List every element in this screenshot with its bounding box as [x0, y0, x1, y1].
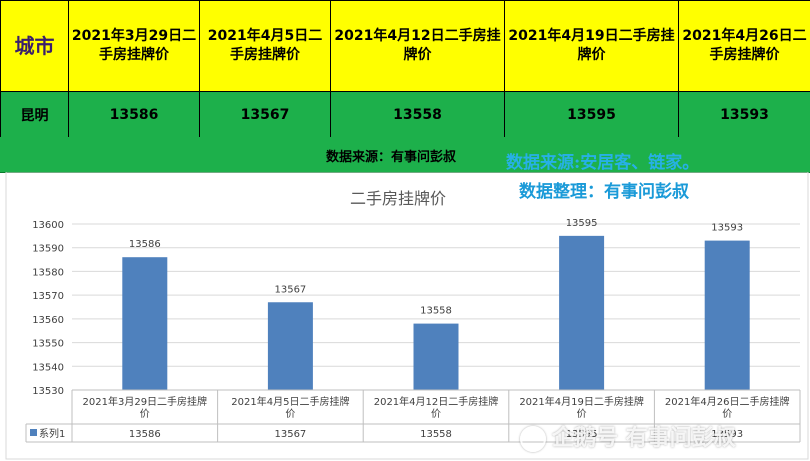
watermark: 企鹅号 有事问彭叔	[520, 420, 736, 452]
bar	[413, 323, 459, 390]
table-value: 13567	[274, 429, 306, 440]
city-cell: 昆明	[0, 91, 69, 138]
y-tick-label: 13560	[32, 315, 64, 326]
bar	[704, 240, 750, 390]
overlay-source-line: 数据来源:安居客、链家。	[506, 153, 700, 173]
y-tick-label: 13580	[32, 267, 64, 278]
table-value: 13558	[420, 429, 452, 440]
y-tick-label: 13540	[32, 362, 64, 373]
value-cell: 13558	[330, 91, 505, 138]
header-row: 城市 2021年3月29日二手房挂牌价 2021年4月5日二手房挂牌价 2021…	[0, 0, 810, 92]
column-header: 2021年4月12日二手房挂牌价	[330, 0, 505, 92]
bar	[267, 302, 313, 390]
value-cell: 13595	[504, 91, 679, 138]
x-tick-label: 2021年3月29日二手房挂牌价	[83, 395, 208, 420]
y-tick-label: 13600	[32, 220, 64, 231]
overlay-organizer-line: 数据整理：有事问彭叔	[519, 182, 689, 202]
bar	[559, 235, 605, 390]
y-tick-label: 13550	[32, 339, 64, 350]
data-label: 13558	[420, 306, 452, 317]
column-header: 2021年4月5日二手房挂牌价	[199, 0, 331, 92]
bar-chart: 13530 13540 13550 13560 13570 13580 13590 13600…	[5, 172, 809, 460]
chart-area	[5, 172, 809, 460]
table-value: 13586	[129, 429, 161, 440]
data-label: 13586	[129, 239, 161, 250]
data-label: 13593	[711, 223, 743, 234]
x-tick-label: 2021年4月5日二手房挂牌价	[231, 395, 349, 420]
source-text: 数据来源：有事问彭叔	[326, 150, 457, 165]
legend-label: 系列1	[39, 427, 65, 440]
value-row: 昆明 13586 13567 13558 13595 13593	[0, 91, 810, 138]
price-table: 城市 2021年3月29日二手房挂牌价 2021年4月5日二手房挂牌价 2021…	[0, 0, 810, 138]
x-tick-label: 2021年4月12日二手房挂牌价	[374, 395, 499, 420]
data-label: 13567	[274, 284, 306, 295]
bar	[122, 257, 168, 390]
value-cell: 13586	[68, 91, 200, 138]
table-value: 13593	[711, 429, 743, 440]
watermark-text: 企鹅号 有事问彭叔	[552, 426, 736, 451]
table-value: 13595	[566, 429, 598, 440]
value-cell: 13567	[199, 91, 331, 138]
y-tick-label: 13590	[32, 244, 64, 255]
y-tick-label: 13530	[32, 386, 64, 397]
city-header: 城市	[0, 0, 69, 92]
column-header: 2021年4月26日二手房挂牌价	[678, 0, 810, 92]
chart-title: 二手房挂牌价	[350, 189, 447, 208]
y-tick-label: 13570	[32, 291, 64, 302]
column-header: 2021年4月19日二手房挂牌价	[504, 0, 679, 92]
penguin-logo-icon	[520, 426, 546, 452]
value-cell: 13593	[678, 91, 810, 138]
x-tick-label: 2021年4月19日二手房挂牌价	[519, 395, 644, 420]
data-label: 13595	[566, 218, 598, 229]
x-tick-label: 2021年4月26日二手房挂牌价	[665, 395, 790, 420]
column-header: 2021年3月29日二手房挂牌价	[68, 0, 200, 92]
legend-key	[30, 429, 37, 436]
